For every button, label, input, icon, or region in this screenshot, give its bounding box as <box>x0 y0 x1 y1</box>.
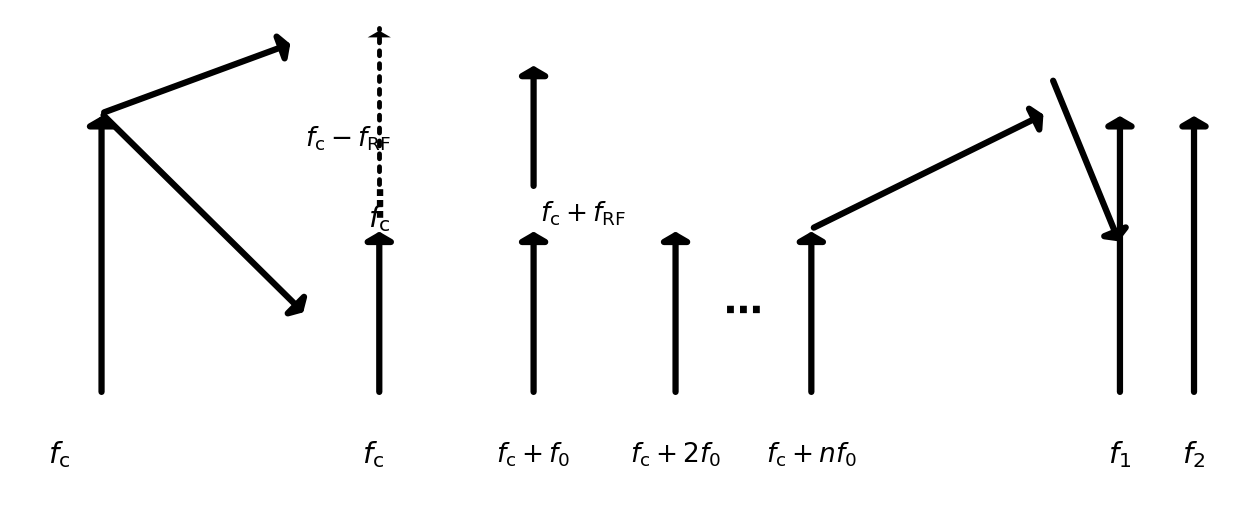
Text: $f_{\mathrm{c}}+f_0$: $f_{\mathrm{c}}+f_0$ <box>496 441 570 469</box>
Text: $f_{\mathrm{c}}$: $f_{\mathrm{c}}$ <box>48 439 71 470</box>
Text: $f_{\mathrm{c}}+f_{\mathrm{RF}}$: $f_{\mathrm{c}}+f_{\mathrm{RF}}$ <box>539 200 626 228</box>
Text: $f_{\mathrm{c}}+nf_0$: $f_{\mathrm{c}}+nf_0$ <box>766 441 857 469</box>
Text: $f_{\mathrm{c}}$: $f_{\mathrm{c}}$ <box>368 203 391 234</box>
Text: ⋮: ⋮ <box>361 189 397 224</box>
Text: $f_1$: $f_1$ <box>1109 439 1132 470</box>
Text: $f_2$: $f_2$ <box>1183 439 1205 470</box>
Text: $f_{\mathrm{c}}-f_{\mathrm{RF}}$: $f_{\mathrm{c}}-f_{\mathrm{RF}}$ <box>305 124 392 153</box>
Text: ⋯: ⋯ <box>724 293 763 331</box>
Text: $f_{\mathrm{c}}+2f_0$: $f_{\mathrm{c}}+2f_0$ <box>630 441 722 469</box>
Text: $f_{\mathrm{c}}$: $f_{\mathrm{c}}$ <box>362 439 384 470</box>
